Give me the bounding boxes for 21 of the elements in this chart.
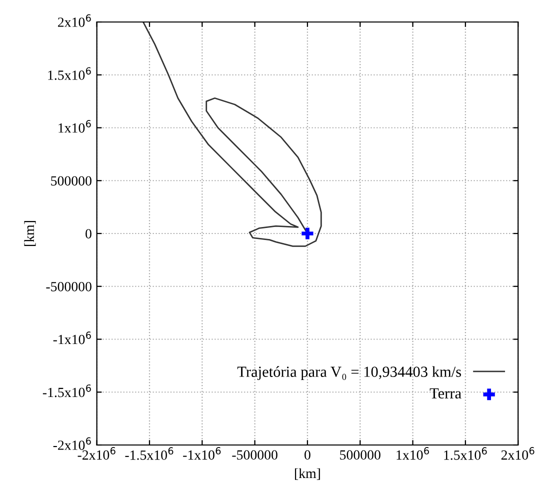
x-tick-label: -1x10$^{6}$ (183, 447, 221, 460)
legend-label: Terra (430, 388, 462, 399)
x-tick-label: 500000 (340, 450, 380, 460)
y-tick-label: -1x10$^{6}$ (53, 332, 91, 344)
x-tick-label: -1.5x10$^{6}$ (125, 447, 174, 460)
x-tick-label: -500000 (232, 450, 278, 460)
line-series (142, 22, 322, 247)
y-tick-label: 0 (86, 229, 92, 238)
x-tick-label: 1x10$^{6}$ (396, 447, 429, 460)
x-axis-title: [km] (295, 468, 320, 480)
legend-label: Trajetória para V₀ = 10,934403 km/s (237, 366, 462, 380)
y-tick-label: 1.5x10$^{6}$ (48, 67, 91, 80)
y-tick-label: 2x10$^{6}$ (58, 14, 91, 27)
y-tick-label: -500000 (46, 282, 92, 292)
y-axis-title: [km] (24, 221, 36, 246)
x-tick-label: 2x10$^{6}$ (501, 447, 534, 460)
x-tick-label: 1.5x10$^{6}$ (444, 447, 487, 460)
x-tick-label: 0 (304, 450, 310, 460)
y-tick-label: 1x10$^{6}$ (58, 120, 91, 133)
y-tick-label: -1.5x10$^{6}$ (42, 384, 91, 398)
y-tick-label: 500000 (51, 176, 92, 186)
